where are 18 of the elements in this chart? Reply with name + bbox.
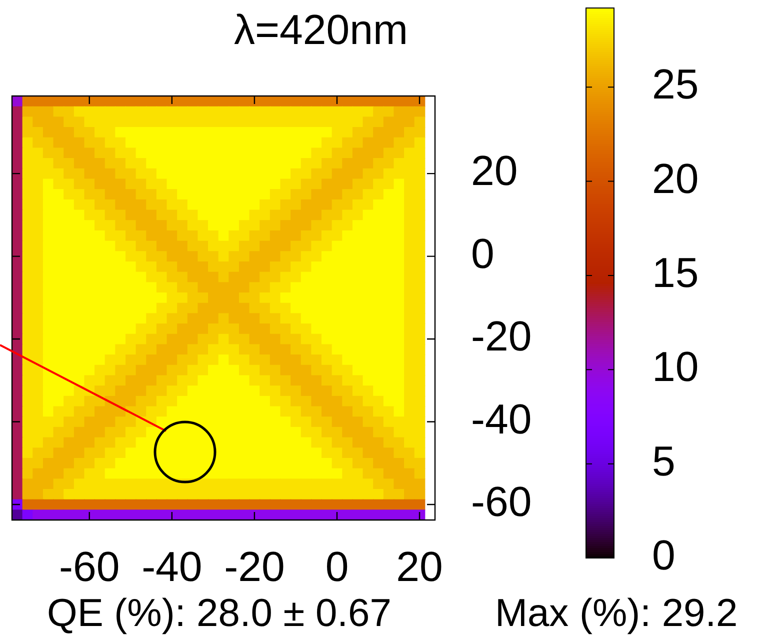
color-bar-label: 15 [652,249,699,296]
y-tick-label: -40 [471,395,532,442]
color-bar-label: 25 [652,60,699,108]
text: QE (%): 28.0 ± 0.67 [47,592,392,635]
x-tick-label: 20 [396,542,443,590]
color-bar-label: 5 [652,437,676,484]
x-tick-label: 0 [325,542,349,590]
chart-title: λ=420nm [234,6,408,53]
color-bar-label: 20 [652,154,699,202]
text: Max (%): 29.2 [495,592,738,635]
color-bar-label: 10 [652,343,699,390]
y-tick-label: 20 [471,147,518,194]
y-tick-label: 0 [471,230,494,277]
x-tick-label: -40 [142,542,202,590]
x-tick-label: -60 [59,542,120,590]
y-tick-label: -20 [471,312,532,360]
y-tick-label: -60 [471,478,532,526]
x-tick-label: -20 [224,542,285,590]
